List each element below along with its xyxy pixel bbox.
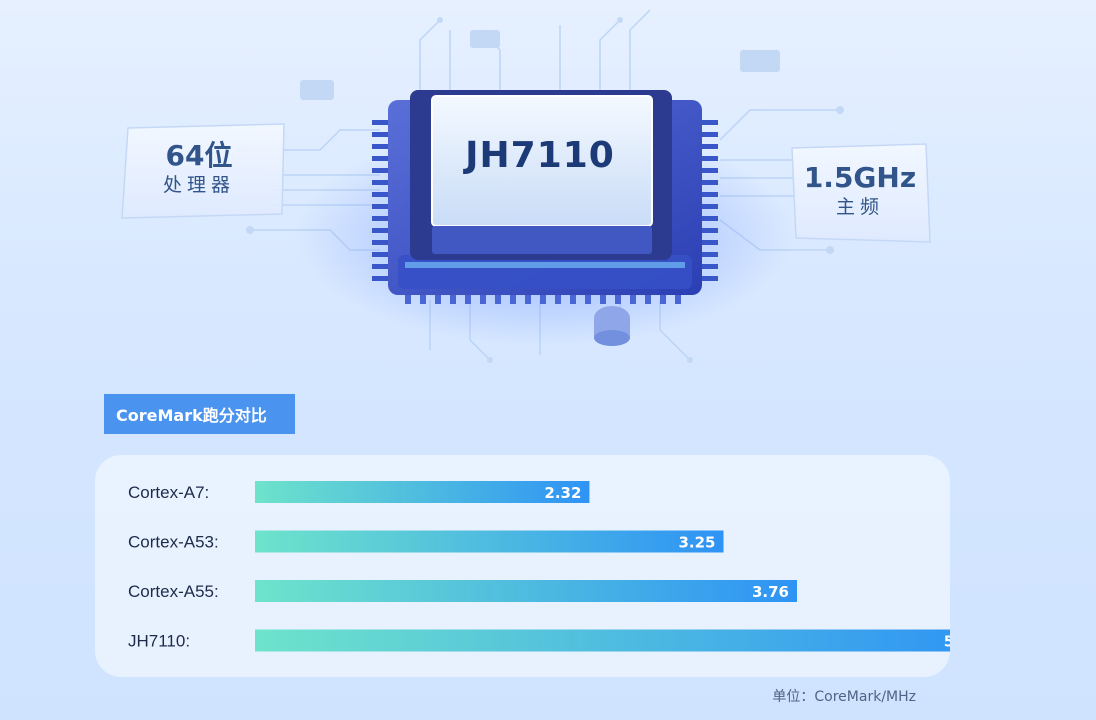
bar — [255, 530, 724, 553]
unit-note: 单位：CoreMark/MHz — [772, 689, 916, 705]
bar — [255, 580, 798, 602]
section-title: CoreMark跑分对比 — [104, 394, 295, 434]
category-label: Cortex-A55: — [128, 582, 219, 601]
category-label: JH7110: — [128, 632, 190, 651]
spec-frequency-label: 主频 — [835, 196, 884, 218]
chip-name: JH7110 — [465, 134, 615, 176]
spec-bit-width-label: 处理器 — [162, 174, 235, 196]
bar — [255, 629, 950, 652]
category-label: Cortex-A7: — [128, 483, 209, 502]
bar-value-label: 5.09 — [944, 633, 950, 651]
spec-frequency-value: 1.5GHz — [803, 161, 917, 194]
category-label: Cortex-A53: — [128, 533, 219, 552]
bar — [255, 481, 590, 503]
coremark-chart-card: Cortex-A7: 2.32 Cortex-A53: 3.25 Cortex-A55:… — [95, 455, 950, 677]
spec-bit-width: 64位 处理器 — [124, 140, 274, 198]
bar-value-label: 2.32 — [544, 484, 581, 502]
hero-illustration: JH7110 64位 处理器 1.5GHz 主频 — [121, 9, 931, 363]
bar-value-label: 3.25 — [678, 534, 715, 552]
spec-bit-width-value: 64位 — [165, 139, 233, 172]
bar-value-label: 3.76 — [752, 583, 789, 601]
coremark-bar-chart: Cortex-A7: 2.32 Cortex-A53: 3.25 Cortex-A55:… — [128, 481, 950, 652]
spec-frequency: 1.5GHz 主频 — [790, 162, 930, 220]
chip-illustration — [121, 9, 931, 363]
